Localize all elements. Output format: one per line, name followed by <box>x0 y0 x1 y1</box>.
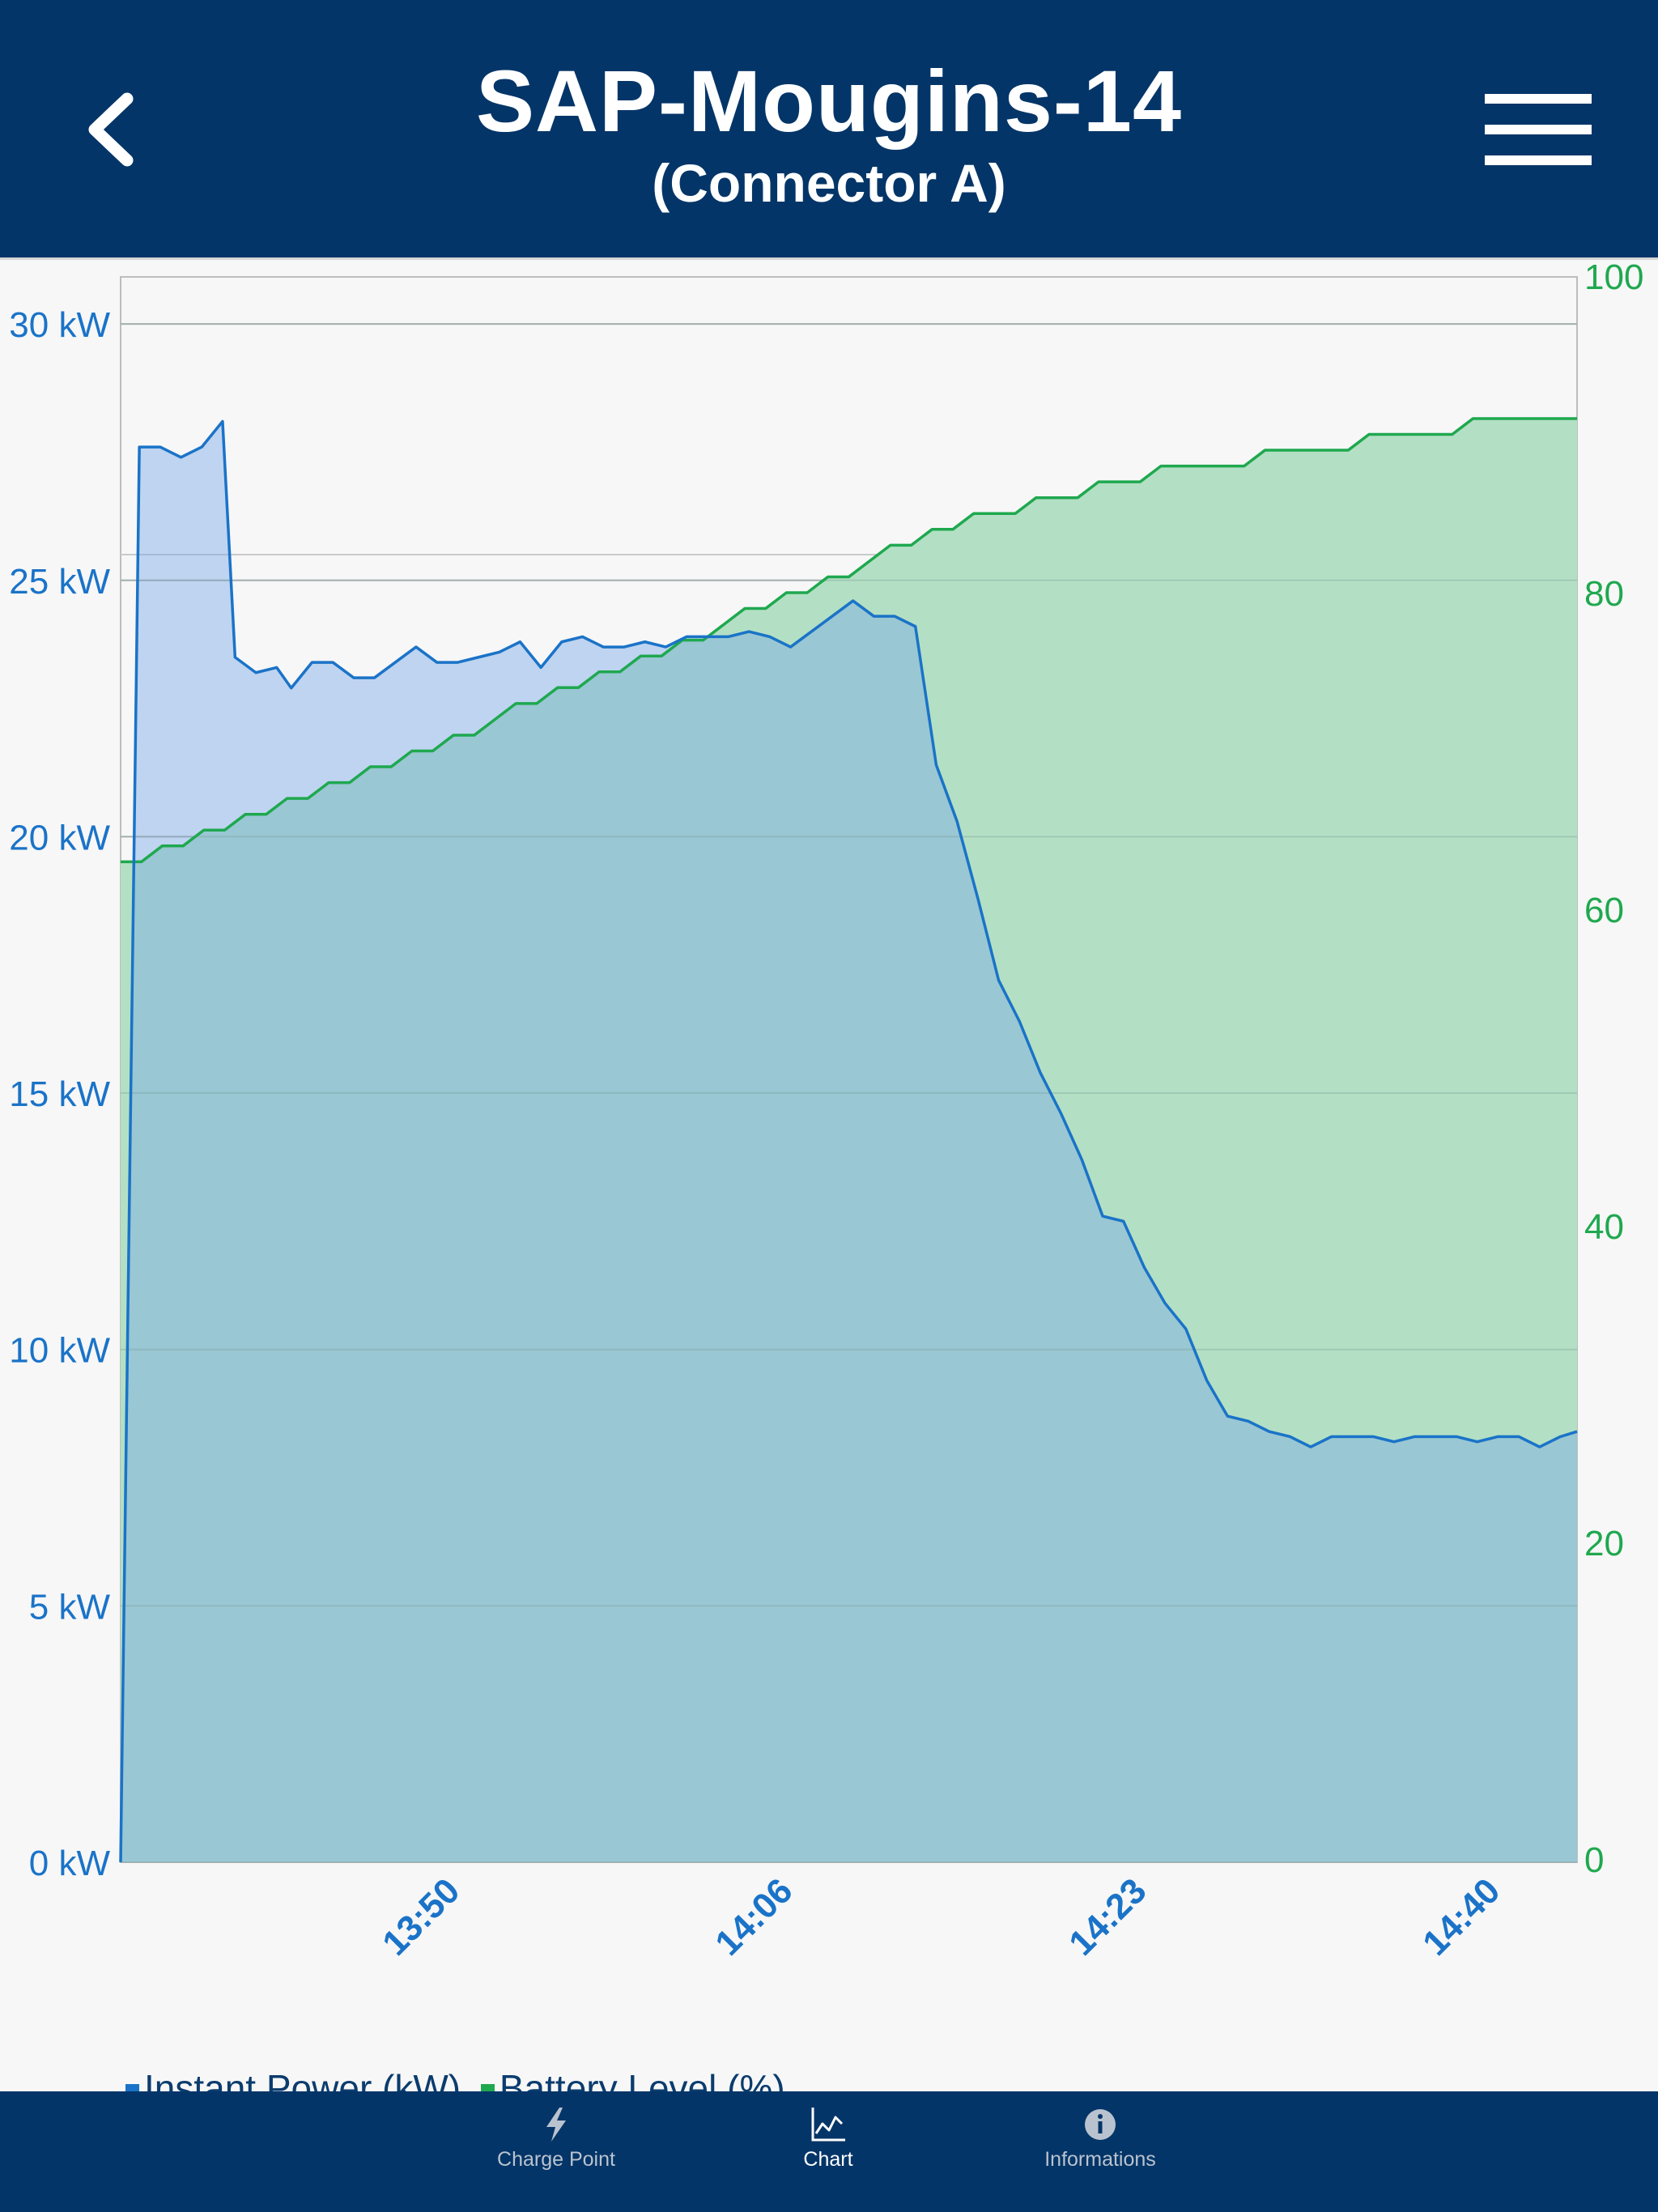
chart-svg: 0 kW 5 kW 10 kW 15 kW 20 kW 25 kW 30 kW 0 20 40 60… <box>9 257 1643 1963</box>
menu-icon-line <box>1485 125 1592 134</box>
y-right-tick-label: 80 <box>1584 574 1624 614</box>
y-right-tick-label: 100 <box>1584 260 1643 297</box>
app-header: SAP-Mougins-14 (Connector A) <box>0 0 1658 260</box>
back-button[interactable] <box>77 81 150 178</box>
y-left-tick-label: 20 kW <box>9 818 110 857</box>
tab-bar: Charge Point Chart Informations <box>0 2091 1658 2212</box>
y-left-tick-label: 10 kW <box>9 1331 110 1371</box>
x-tick-label: 13:50 <box>375 1871 467 1963</box>
y-right-tick-label: 60 <box>1584 891 1624 930</box>
page-subtitle: (Connector A) <box>652 153 1006 213</box>
x-tick-label: 14:06 <box>708 1871 800 1963</box>
x-tick-label: 14:23 <box>1061 1871 1154 1963</box>
x-tick-label: 14:40 <box>1415 1871 1507 1963</box>
tab-charge-point[interactable]: Charge Point <box>451 2106 661 2203</box>
bolt-icon <box>546 2108 566 2142</box>
chart-icon <box>811 2108 845 2142</box>
battery-line <box>121 417 1577 864</box>
tab-informations-label: Informations <box>1044 2148 1156 2171</box>
y-right-tick-label: 20 <box>1584 1524 1624 1563</box>
tab-chart[interactable]: Chart <box>723 2106 933 2203</box>
y-right-tick-label: 40 <box>1584 1207 1624 1247</box>
battery-area <box>121 418 1577 1863</box>
page-title: SAP-Mougins-14 <box>475 52 1183 150</box>
info-icon <box>1085 2109 1116 2140</box>
y-right-tick-label: 0 <box>1584 1840 1604 1880</box>
menu-icon <box>1485 94 1592 104</box>
charging-chart: 0 kW 5 kW 10 kW 15 kW 20 kW 25 kW 30 kW 0 20 40 60… <box>0 257 1658 2090</box>
tab-informations[interactable]: Informations <box>995 2106 1205 2203</box>
y-left-tick-label: 25 kW <box>9 562 110 602</box>
y-left-tick-label: 0 kW <box>29 1844 111 1883</box>
power-area <box>121 421 1577 1862</box>
y-left-tick-label: 15 kW <box>9 1074 110 1114</box>
tab-charge-point-label: Charge Point <box>497 2148 615 2171</box>
y-left-tick-label: 5 kW <box>29 1587 111 1627</box>
tab-chart-label: Chart <box>803 2148 853 2171</box>
y-left-tick-label: 30 kW <box>9 305 110 345</box>
menu-button[interactable] <box>1482 89 1595 170</box>
menu-icon-line <box>1485 155 1592 165</box>
power-line <box>119 419 1578 1863</box>
chevron-left-icon <box>88 92 134 167</box>
